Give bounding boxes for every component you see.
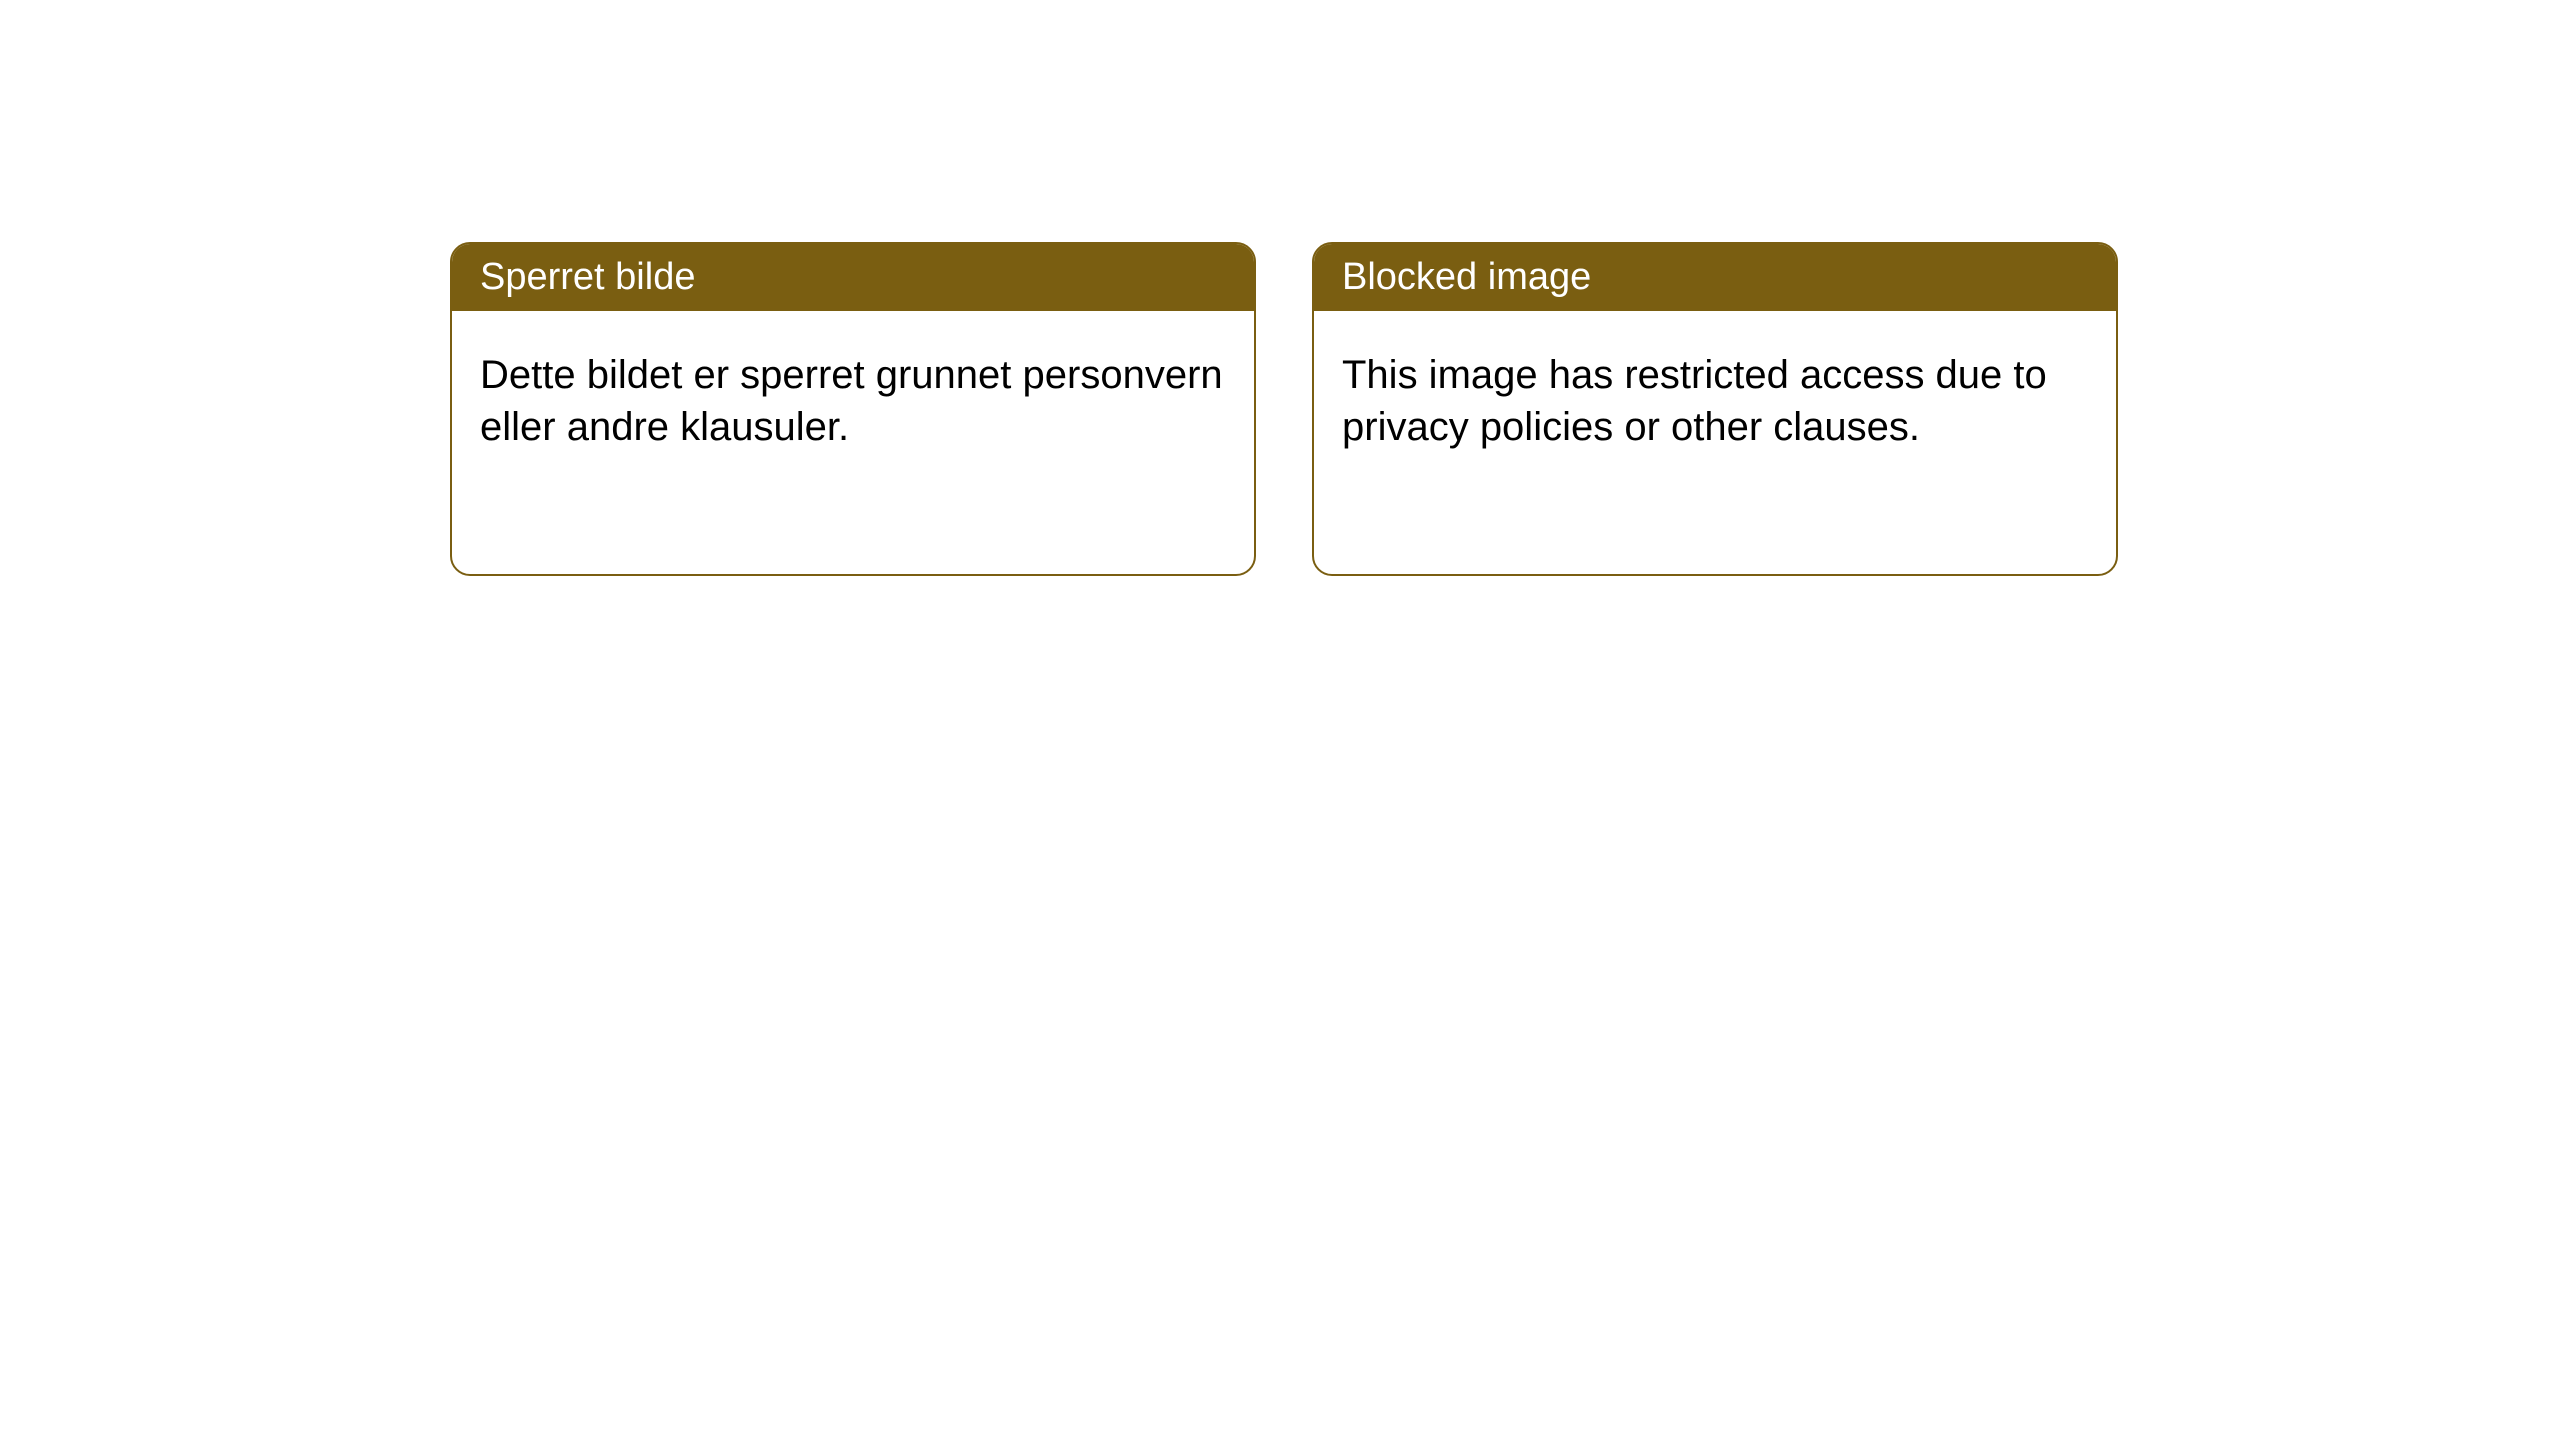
card-header: Blocked image: [1314, 244, 2116, 311]
card-body: This image has restricted access due to …: [1314, 311, 2116, 491]
card-title: Sperret bilde: [480, 256, 695, 298]
card-body: Dette bildet er sperret grunnet personve…: [452, 311, 1254, 491]
card-message: This image has restricted access due to …: [1342, 353, 2047, 449]
card-title: Blocked image: [1342, 256, 1591, 298]
notice-container: Sperret bilde Dette bildet er sperret gr…: [0, 0, 2560, 576]
card-header: Sperret bilde: [452, 244, 1254, 311]
notice-card-norwegian: Sperret bilde Dette bildet er sperret gr…: [450, 242, 1256, 576]
notice-card-english: Blocked image This image has restricted …: [1312, 242, 2118, 576]
card-message: Dette bildet er sperret grunnet personve…: [480, 353, 1223, 449]
